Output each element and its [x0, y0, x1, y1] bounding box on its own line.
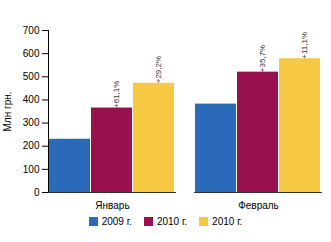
svg-text:+61,1%: +61,1% [112, 81, 121, 108]
svg-text:Млн грн.: Млн грн. [2, 92, 13, 132]
html-text:2009 г.: 2009 г. [101, 216, 132, 227]
svg-text:100: 100 [23, 164, 40, 175]
html-text:2010 г.: 2010 г. [212, 216, 243, 227]
svg-text:Февраль: Февраль [238, 200, 279, 211]
svg-text:+11,1%: +11,1% [300, 32, 309, 59]
svg-text:0: 0 [34, 187, 40, 198]
svg-text:700: 700 [23, 25, 40, 36]
svg-text:+35,7%: +35,7% [258, 45, 267, 72]
svg-text:500: 500 [23, 71, 40, 82]
svg-text:Январь: Январь [95, 200, 129, 211]
svg-text:400: 400 [23, 94, 40, 105]
svg-text:200: 200 [23, 140, 40, 151]
html-text:2010 г.: 2010 г. [156, 216, 188, 227]
svg-text:300: 300 [23, 117, 40, 128]
svg-text:+29,2%: +29,2% [154, 56, 163, 83]
svg-text:600: 600 [23, 48, 40, 59]
